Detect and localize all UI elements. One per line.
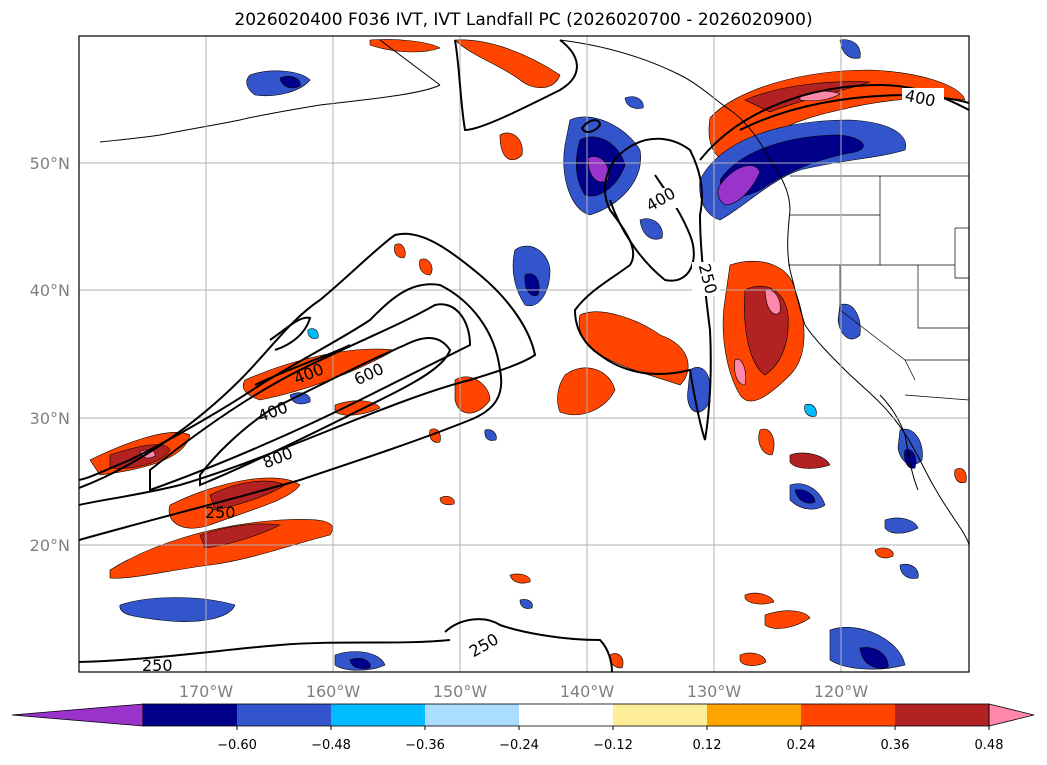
political-boundaries: [788, 175, 969, 401]
colorbar-segment: [143, 704, 238, 726]
colorbar-segment: [519, 704, 614, 726]
graticule: [79, 36, 969, 672]
ivt-contours: [79, 39, 969, 672]
colorbar-tick-label: −0.12: [593, 738, 633, 753]
lat-label: 30°N: [30, 409, 70, 428]
lon-label: 120°W: [814, 682, 869, 701]
contour-labels: 400 400 250 400 600 400 800 250 250 250: [142, 86, 944, 675]
lon-label: 160°W: [306, 682, 361, 701]
colorbar: [11, 703, 1035, 727]
colorbar-extend-min: [11, 703, 144, 727]
colorbar-outline: [142, 703, 990, 727]
lon-label: 150°W: [433, 682, 488, 701]
lon-label: 140°W: [560, 682, 615, 701]
colorbar-tick-label: 0.48: [975, 738, 1004, 753]
coastlines: [99, 39, 969, 546]
latitude-labels: 50°N 40°N 30°N 20°N: [30, 154, 70, 555]
colorbar-extend-max: [988, 703, 1035, 727]
colorbar-segment: [425, 704, 520, 726]
colorbar-segment: [895, 704, 990, 726]
lat-label: 50°N: [30, 154, 70, 173]
colorbar-tick-label: 0.12: [693, 738, 722, 753]
colorbar-segment: [613, 704, 708, 726]
colorbar-tick-label: −0.60: [217, 738, 257, 753]
lat-label: 40°N: [30, 281, 70, 300]
colorbar-segment: [801, 704, 896, 726]
map-title: 2026020400 F036 IVT, IVT Landfall PC (20…: [234, 10, 813, 30]
colorbar-tick-label: 0.36: [881, 738, 910, 753]
colorbar-segment: [707, 704, 802, 726]
contour-label: 250: [466, 629, 502, 661]
lon-label: 130°W: [687, 682, 742, 701]
lat-label: 20°N: [30, 536, 70, 555]
colorbar-tick-label: −0.48: [311, 738, 351, 753]
negative-ivt-anomalies: [119, 39, 923, 671]
colorbar-ticks: −0.60 −0.48 −0.36 −0.24 −0.12 0.12 0.24 0.36 0.4…: [217, 726, 1004, 753]
colorbar-tick-label: −0.24: [499, 738, 539, 753]
contour-label: 250: [205, 503, 236, 522]
lon-label: 170°W: [179, 682, 234, 701]
contour-label: 800: [260, 443, 295, 472]
colorbar-tick-label: −0.36: [405, 738, 445, 753]
colorbar-tick-label: 0.24: [787, 738, 816, 753]
colorbar-segment: [237, 704, 332, 726]
contour-label: 400: [255, 398, 290, 426]
contour-label: 250: [142, 656, 173, 675]
longitude-labels: 170°W 160°W 150°W 140°W 130°W 120°W: [179, 682, 869, 701]
colorbar-segment: [331, 704, 426, 726]
map-frame: [78, 35, 970, 673]
